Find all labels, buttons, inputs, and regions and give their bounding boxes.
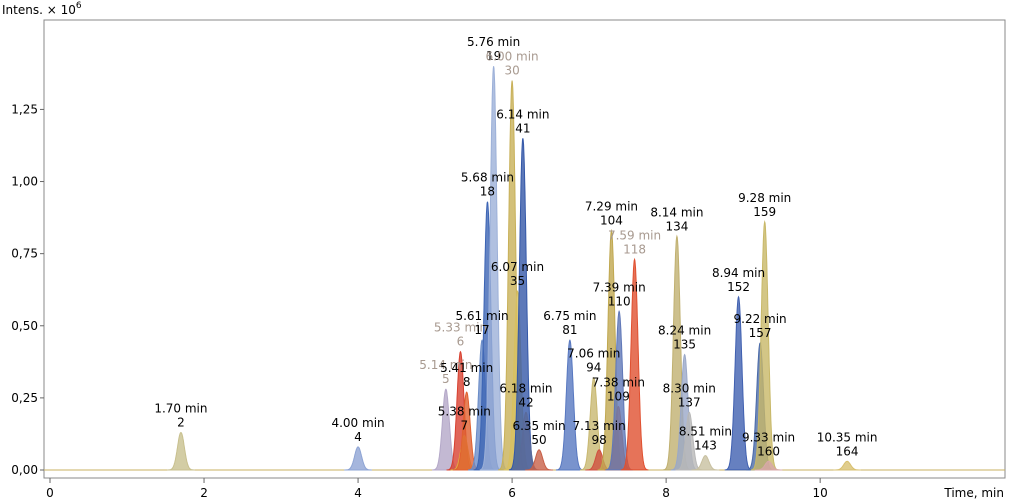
peak-time-label: 9.33 min [742,430,795,444]
y-tick-label: 1,00 [11,175,38,189]
peak-time-label: 6.18 min [499,381,552,395]
peak-time-label: 9.28 min [738,191,791,205]
peak [555,339,584,471]
peak-time-label: 5.41 min [440,361,493,375]
peak-id-label: 50 [531,433,546,447]
peak [525,449,553,471]
peak-time-label: 5.68 min [461,171,514,185]
peak-id-label: 42 [518,395,533,409]
y-axis-label-base: Intens. × 10 [2,3,76,17]
peak-time-label: 8.94 min [712,266,765,280]
peak-time-label: 5.33 min [434,321,487,335]
y-axis-label: Intens. × 106 [2,1,82,17]
peak-time-label: 6.14 min [496,107,549,121]
peak-time-label: 5.38 min [438,404,491,418]
peak [167,431,195,471]
x-tick-label: 6 [508,486,516,500]
x-tick-label: 10 [813,486,828,500]
peak-time-label: 7.29 min [585,200,638,214]
peak-id-label: 94 [586,361,601,375]
peak-time-label: 7.39 min [593,280,646,294]
peak-id-label: 30 [504,64,519,78]
x-tick-label: 8 [662,486,670,500]
peak-id-label: 17 [474,323,489,337]
peak-id-label: 134 [665,219,688,233]
y-tick-label: 0,75 [11,247,38,261]
peak-id-label: 8 [463,375,471,389]
peak-id-label: 19 [486,49,501,63]
y-tick-label: 0,25 [11,391,38,405]
peak-id-label: 164 [836,444,859,458]
peak-id-label: 104 [600,214,623,228]
peak-id-label: 135 [673,338,696,352]
peak [754,460,783,471]
peak-id-label: 143 [694,439,717,453]
peak [344,446,372,471]
peak-id-label: 157 [749,326,772,340]
peak [620,257,649,471]
peak-id-label: 98 [591,433,606,447]
peak-id-label: 4 [354,430,362,444]
peak-id-label: 152 [727,280,750,294]
y-tick-label: 1,25 [11,102,38,116]
peak-id-label: 6 [457,335,465,349]
peak-id-label: 137 [678,395,701,409]
peak-id-label: 18 [480,185,495,199]
peak-time-label: 7.13 min [573,419,626,433]
y-tick-label: 0,00 [11,463,38,477]
y-tick-label: 0,50 [11,319,38,333]
peak-id-label: 7 [461,418,469,432]
peak-time-label: 5.76 min [467,35,520,49]
peak [833,460,861,471]
peak-time-label: 6.07 min [491,260,544,274]
peak [750,219,779,471]
peak-id-label: 81 [562,323,577,337]
peak-id-label: 159 [753,205,776,219]
peak-id-label: 35 [510,274,525,288]
peak-time-label: 10.35 min [817,430,878,444]
peak-time-label: 6.35 min [512,419,565,433]
plot-frame [43,19,1006,479]
peak-time-label: 4.00 min [331,416,384,430]
peak [724,295,753,471]
y-axis-label-exponent: 6 [76,1,82,11]
peak-time-label: 8.14 min [650,205,703,219]
peak-time-label: 7.06 min [567,347,620,361]
x-tick-label: 4 [354,486,362,500]
peak-time-label: 8.24 min [658,324,711,338]
peak-time-label: 1.70 min [154,402,207,416]
peak-time-label: 8.30 min [663,381,716,395]
peak-time-label: 6.75 min [543,309,596,323]
peak-time-label: 6.00 min [486,50,539,64]
peak-id-label: 109 [607,390,630,404]
x-tick-label: 0 [46,486,54,500]
peak-id-label: 5 [442,372,450,386]
peak-time-label: 8.51 min [679,425,732,439]
peak-time-label: 5.61 min [455,309,508,323]
peak-id-label: 110 [608,294,631,308]
peak-id-label: 118 [623,242,646,256]
peak-id-label: 41 [515,121,530,135]
peak-time-label: 5.14 min [419,358,472,372]
peak-id-label: 160 [757,444,780,458]
peak-time-label: 9.22 min [734,312,787,326]
peak-id-label: 2 [177,416,185,430]
peak-time-label: 7.38 min [592,376,645,390]
x-tick-label: 2 [200,486,208,500]
peak [691,455,720,471]
peak-time-label: 7.59 min [608,228,661,242]
x-axis-label: Time, min [943,486,1004,500]
